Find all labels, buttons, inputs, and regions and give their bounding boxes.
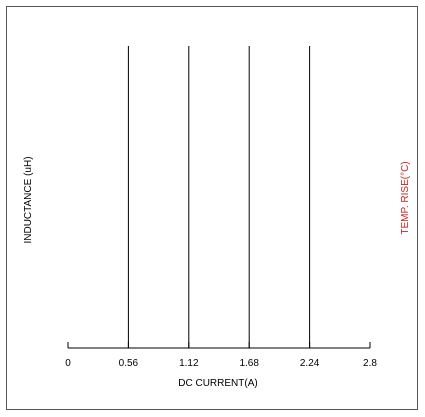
- x-tick-label: 2.8: [363, 358, 377, 369]
- x-tick-label: 0: [65, 358, 71, 369]
- x-tick-label: 1.68: [239, 358, 259, 369]
- y-axis-label-right: TEMP. RISE(°C): [400, 161, 411, 234]
- y-axis-label-left: INDUCTANCE (uH): [23, 156, 34, 243]
- x-tick-label: 2.24: [300, 358, 320, 369]
- chart-frame: [6, 6, 418, 410]
- x-axis: [67, 342, 371, 349]
- x-tick-label: 0.56: [119, 358, 139, 369]
- x-tick-labels: 0 0.56 1.12 1.68 2.24 2.8: [65, 358, 377, 369]
- x-tick-label: 1.12: [179, 358, 199, 369]
- vertical-lines: [127, 46, 311, 348]
- x-axis-label: DC CURRENT(A): [178, 378, 257, 389]
